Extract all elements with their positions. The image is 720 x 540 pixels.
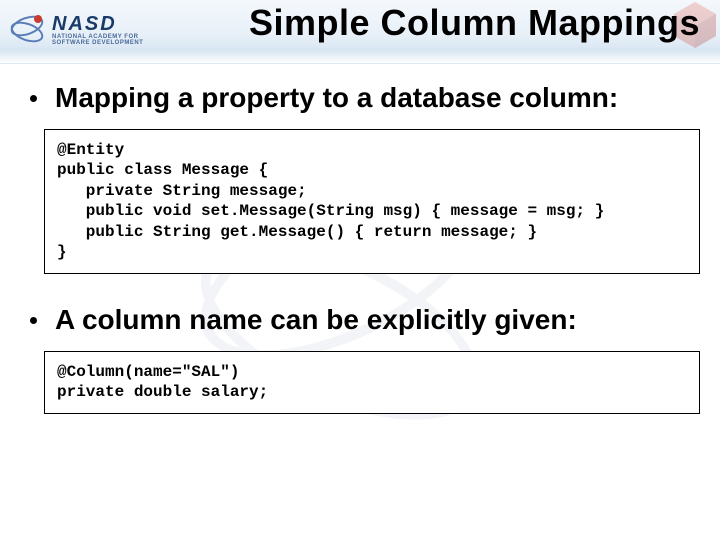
bullet-text: Mapping a property to a database column: (55, 80, 618, 115)
code-block-2: @Column(name="SAL") private double salar… (44, 351, 700, 414)
logo-subtitle-2: SOFTWARE DEVELOPMENT (52, 40, 143, 46)
bullet-item: Mapping a property to a database column: (30, 80, 700, 115)
logo-name: NASD (52, 14, 143, 34)
logo-orbit-icon (8, 11, 46, 49)
bullet-item: A column name can be explicitly given: (30, 302, 700, 337)
bullet-text: A column name can be explicitly given: (55, 302, 577, 337)
slide-title: Simple Column Mappings (249, 2, 700, 44)
code-block-1: @Entity public class Message { private S… (44, 129, 700, 274)
bullet-icon (30, 95, 37, 102)
logo: NASD NATIONAL ACADEMY FOR SOFTWARE DEVEL… (8, 8, 178, 52)
bullet-icon (30, 317, 37, 324)
slide-content: Mapping a property to a database column:… (30, 80, 700, 442)
